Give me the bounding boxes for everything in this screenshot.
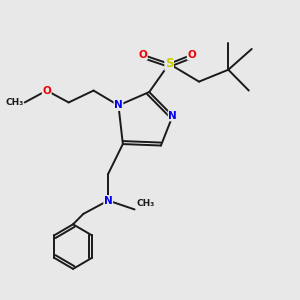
Text: CH₃: CH₃ — [136, 199, 154, 208]
Text: N: N — [168, 111, 177, 121]
Text: O: O — [42, 85, 51, 96]
Text: O: O — [187, 50, 196, 60]
Text: O: O — [138, 50, 147, 60]
Text: S: S — [165, 57, 173, 70]
Text: N: N — [114, 100, 123, 110]
Text: N: N — [104, 196, 112, 206]
Text: CH₃: CH₃ — [5, 98, 23, 107]
